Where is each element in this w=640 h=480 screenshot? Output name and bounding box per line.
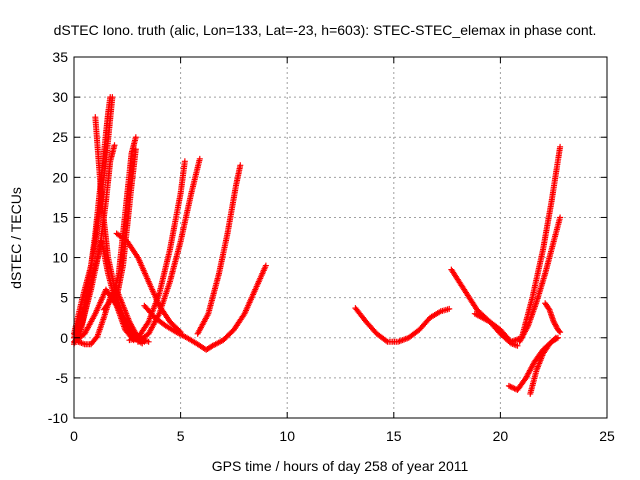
plot-frame [73, 56, 608, 419]
series-8 [100, 134, 139, 313]
y-tick-label: 10 [52, 250, 68, 266]
data-point [237, 162, 244, 169]
y-tick-label: -10 [48, 410, 68, 426]
x-tick-label: 25 [599, 428, 615, 444]
data-point [545, 305, 552, 312]
y-tick-label: 0 [60, 330, 68, 346]
series-17 [471, 143, 564, 345]
series-13 [141, 262, 269, 353]
y-tick-label: 20 [52, 169, 68, 185]
x-tick-label: 15 [386, 428, 402, 444]
data-point [262, 262, 269, 269]
y-axis-label: dSTEC / TECUs [8, 187, 24, 289]
series-12 [134, 155, 203, 345]
data-point [108, 296, 115, 303]
data-point [556, 327, 563, 334]
data-point [107, 94, 114, 101]
data-point [446, 305, 453, 312]
data-point [557, 214, 564, 221]
data-point [514, 342, 521, 349]
y-tick-label: 5 [60, 290, 68, 306]
ticks: 0 5 10 15 20 25 -10 -5 0 5 10 15 20 25 30 35 [48, 49, 615, 444]
data-point [181, 158, 188, 165]
x-tick-label: 10 [279, 428, 295, 444]
data-point [552, 334, 559, 341]
data-point [383, 337, 390, 344]
series-21 [542, 300, 564, 336]
y-tick-label: -5 [56, 370, 69, 386]
data-point [132, 146, 139, 153]
chart-title: dSTEC Iono. truth (alic, Lon=133, Lat=-2… [54, 22, 597, 38]
data-point [196, 155, 203, 162]
data-point [557, 143, 564, 150]
x-tick-label: 0 [70, 428, 78, 444]
x-tick-label: 20 [493, 428, 509, 444]
y-tick-label: 35 [52, 49, 68, 65]
y-tick-label: 25 [52, 129, 68, 145]
series-16 [448, 266, 521, 349]
data-point [145, 338, 152, 345]
series-18 [516, 214, 564, 345]
series-9 [113, 146, 139, 301]
data-marks [71, 94, 564, 397]
y-tick-label: 30 [52, 89, 68, 105]
x-axis-label: GPS time / hours of day 258 of year 2011 [212, 458, 469, 474]
grid [74, 57, 607, 418]
data-point [111, 142, 118, 149]
x-tick-label: 5 [177, 428, 185, 444]
data-point [93, 334, 100, 341]
series-11 [126, 158, 188, 344]
series-15 [352, 305, 453, 345]
series-14 [194, 162, 244, 337]
data-point [132, 134, 139, 141]
series-20 [527, 334, 559, 397]
data-point [551, 335, 558, 342]
y-tick-label: 15 [52, 209, 68, 225]
data-point [557, 329, 564, 336]
